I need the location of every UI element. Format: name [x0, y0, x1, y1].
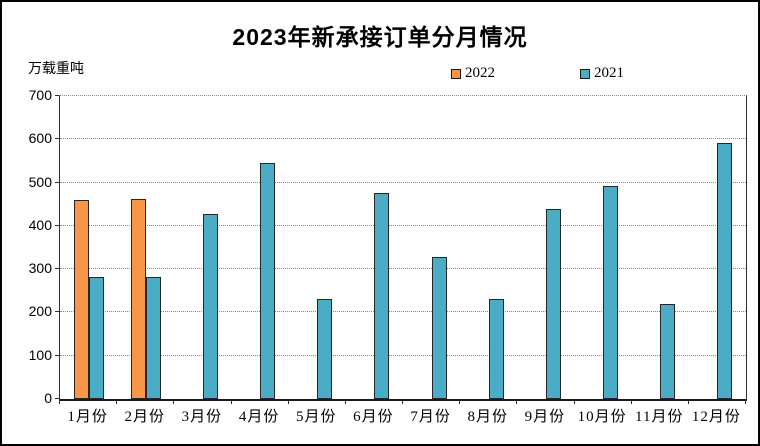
bar-2021-11月份: [660, 303, 676, 399]
x-axis-tick-mark: [344, 400, 346, 404]
x-axis-tick-mark: [459, 400, 461, 404]
legend-swatch-2021: [580, 68, 590, 79]
legend-item-2022: 2022: [451, 65, 495, 82]
x-axis-label-9月份: 9月份: [524, 409, 566, 425]
x-axis-label-3月份: 3月份: [181, 409, 223, 425]
y-axis-tick-mark: [55, 311, 59, 313]
bar-2021-2月份: [145, 276, 161, 399]
y-axis-tick-mark: [55, 95, 59, 96]
legend-label-2022: 2022: [465, 65, 495, 81]
x-axis-tick-mark: [59, 400, 60, 404]
bar-2021-1月份: [88, 277, 104, 399]
x-axis-label-10月份: 10月份: [577, 409, 627, 425]
gridline-100: [60, 354, 746, 356]
y-axis-tick-label: 100: [28, 346, 52, 363]
bar-2021-6月份: [374, 192, 390, 399]
gridline-200: [60, 311, 746, 313]
y-axis-tick-label: 300: [28, 260, 52, 277]
x-axis-tick-mark: [573, 400, 575, 404]
legend: 2022 2021: [2, 65, 758, 81]
x-axis-tick-mark: [116, 400, 118, 404]
y-axis-tick-label: 500: [28, 173, 52, 190]
x-axis-label-5月份: 5月份: [295, 409, 337, 425]
x-axis-tick-mark: [402, 400, 403, 404]
legend-swatch-2022: [451, 68, 461, 79]
bar-2021-3月份: [202, 213, 218, 399]
bar-2021-7月份: [431, 257, 447, 399]
y-axis-tick-mark: [55, 224, 59, 226]
bar-2022-2月份: [130, 198, 146, 399]
y-axis-unit-label: 万载重吨: [28, 60, 84, 76]
x-axis-label-4月份: 4月份: [238, 409, 280, 425]
x-axis-tick-mark: [745, 400, 746, 404]
x-axis-label-2月份: 2月份: [124, 409, 165, 425]
x-axis-tick-mark: [230, 400, 232, 404]
bar-2021-5月份: [317, 299, 333, 399]
legend-item-2021: 2021: [580, 65, 624, 82]
chart-title: 2023年新承接订单分月情况: [232, 24, 528, 50]
y-axis-tick-label: 0: [44, 390, 52, 406]
y-axis-tick-mark: [55, 268, 59, 270]
x-axis-tick-mark: [516, 400, 518, 404]
bar-2021-4月份: [260, 162, 276, 399]
x-axis-label-1月份: 1月份: [67, 409, 108, 425]
bar-2021-12月份: [717, 143, 733, 399]
y-axis-tick-mark: [55, 181, 59, 183]
x-axis-tick-mark: [173, 400, 175, 404]
bar-2021-10月份: [603, 185, 619, 399]
gridline-300: [60, 268, 746, 270]
legend-label-2021: 2021: [594, 65, 624, 81]
bar-2021-9月份: [545, 208, 561, 399]
y-axis-tick-mark: [55, 398, 59, 399]
gridline-600: [60, 138, 746, 140]
x-axis-label-8月份: 8月份: [467, 409, 508, 425]
y-axis-tick-label: 400: [28, 216, 52, 233]
x-axis-label-12月份: 12月份: [691, 409, 741, 425]
y-axis-tick-label: 600: [28, 130, 52, 147]
y-axis-tick-label: 700: [28, 87, 52, 103]
x-axis-tick-mark: [630, 400, 632, 404]
x-axis-label-11月份: 11月份: [635, 409, 684, 425]
bar-2022-1月份: [73, 199, 89, 399]
gridline-400: [60, 224, 746, 226]
x-axis-tick-mark: [287, 400, 289, 404]
gridline-500: [60, 181, 746, 183]
x-axis-label-6月份: 6月份: [353, 409, 394, 425]
y-axis-tick-label: 200: [28, 303, 52, 320]
x-axis-tick-mark: [687, 400, 689, 404]
y-axis-tick-mark: [55, 138, 59, 140]
bar-2021-8月份: [488, 298, 504, 399]
y-axis-tick-mark: [55, 354, 59, 356]
plot-area: [59, 95, 747, 401]
x-axis-label-7月份: 7月份: [410, 409, 451, 425]
